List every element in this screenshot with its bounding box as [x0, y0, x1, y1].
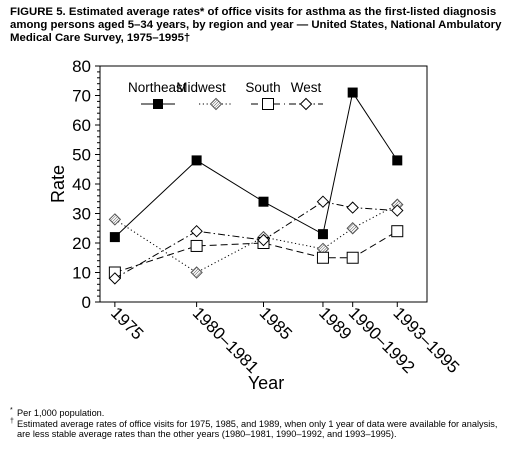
series-line — [114, 91, 398, 238]
data-point — [316, 195, 330, 208]
footnote-rate: * Per 1,000 population. — [10, 407, 505, 419]
data-point — [346, 222, 359, 235]
series-northeast — [109, 87, 403, 243]
x-axis-label: Year — [248, 373, 284, 393]
y-tick-label: 40 — [72, 175, 91, 194]
footnote-mark: † — [10, 417, 14, 425]
data-point — [109, 232, 120, 243]
y-tick-label: 30 — [72, 205, 91, 224]
data-point — [391, 225, 404, 238]
x-tick-label: 1975 — [107, 303, 147, 343]
x-tick-label: 1989 — [315, 303, 355, 343]
series-line — [114, 204, 398, 274]
y-tick-label: 20 — [72, 234, 91, 253]
footnote-stability: † Estimated average rates of office visi… — [10, 417, 505, 440]
legend-label: Northeast — [128, 80, 187, 95]
legend-label: Midwest — [176, 80, 226, 95]
data-point — [347, 87, 358, 98]
data-point — [190, 266, 203, 279]
data-point — [190, 239, 203, 252]
legend-marker — [299, 97, 313, 111]
y-tick-label: 0 — [82, 293, 91, 312]
y-tick-label: 50 — [72, 146, 91, 165]
data-point — [391, 204, 404, 217]
data-point — [346, 201, 359, 214]
y-tick-label: 80 — [72, 57, 91, 76]
legend-marker — [209, 97, 223, 111]
x-tick-label: 1980–1981 — [189, 303, 263, 377]
figure-title: FIGURE 5. Estimated average rates* of of… — [10, 6, 502, 44]
series-line — [114, 201, 398, 279]
data-point — [190, 224, 203, 238]
data-point — [392, 155, 403, 166]
data-point — [316, 251, 329, 264]
data-point — [257, 233, 270, 247]
legend-label: South — [245, 80, 280, 95]
y-tick-label: 10 — [72, 264, 91, 283]
series-south — [108, 225, 404, 279]
data-point — [191, 155, 202, 166]
y-axis-label: Rate — [48, 165, 68, 203]
data-point — [108, 272, 122, 285]
x-tick-label: 1985 — [256, 303, 296, 343]
legend-label: West — [291, 80, 322, 95]
data-point — [108, 213, 122, 226]
footnote-text: Estimated average rates of office visits… — [17, 418, 498, 440]
y-tick-label: 70 — [72, 87, 91, 106]
footnote-text: Per 1,000 population. — [17, 408, 105, 418]
data-point — [258, 196, 269, 207]
series-line — [114, 230, 398, 273]
data-point — [317, 229, 328, 240]
legend-marker — [153, 99, 163, 109]
footnotes: * Per 1,000 population. † Estimated aver… — [10, 407, 505, 440]
series-west — [108, 195, 404, 285]
data-point — [346, 251, 359, 264]
y-tick-label: 60 — [72, 116, 91, 135]
series-midwest — [108, 198, 404, 279]
legend-marker — [262, 98, 274, 110]
footnote-mark: * — [10, 407, 13, 414]
